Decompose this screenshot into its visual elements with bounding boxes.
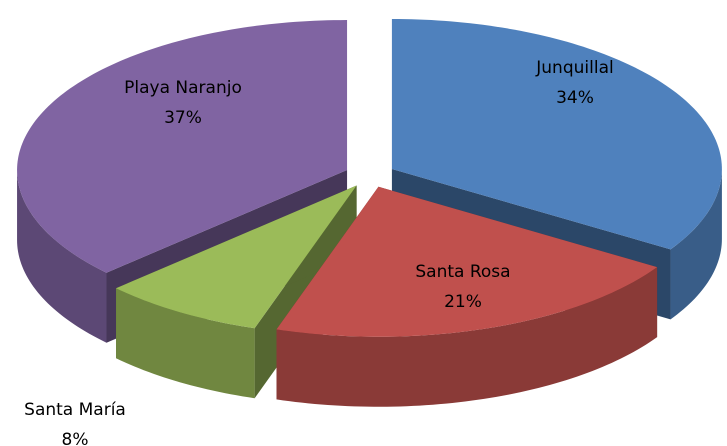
slice-label: Junquillal — [535, 58, 613, 78]
slice-label: Santa María — [24, 400, 126, 420]
slice-label: Playa Naranjo — [124, 78, 242, 98]
slice-percent: 8% — [62, 430, 89, 446]
slice-wall — [17, 170, 107, 343]
slice-label: Santa Rosa — [415, 262, 510, 282]
slice-percent: 21% — [444, 292, 482, 312]
slice-wall — [670, 168, 722, 320]
slice-wall — [116, 288, 255, 399]
slice-wall — [276, 267, 658, 407]
slice-percent: 34% — [556, 88, 594, 108]
slice — [276, 186, 658, 407]
slice-top — [116, 185, 357, 329]
slice-percent: 37% — [164, 108, 202, 128]
slice-top — [276, 186, 658, 337]
slice-top — [391, 18, 722, 250]
slice-top — [17, 20, 348, 273]
